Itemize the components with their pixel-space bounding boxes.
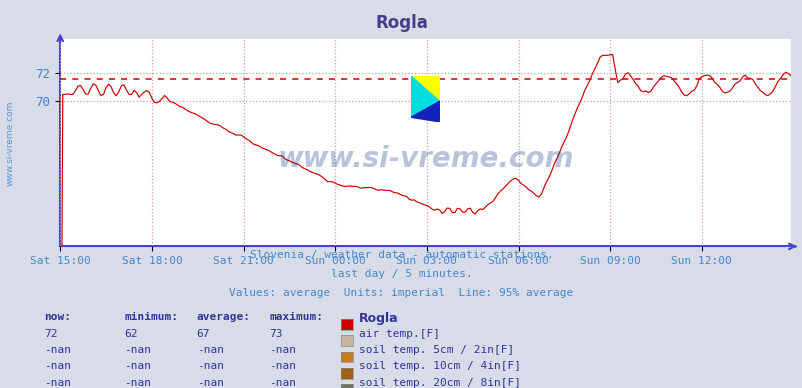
Text: 62: 62 <box>124 329 138 339</box>
Text: soil temp. 5cm / 2in[F]: soil temp. 5cm / 2in[F] <box>358 345 513 355</box>
Text: www.si-vreme.com: www.si-vreme.com <box>5 101 14 186</box>
Text: 73: 73 <box>269 329 282 339</box>
Polygon shape <box>411 76 439 117</box>
Text: 67: 67 <box>196 329 210 339</box>
Text: 72: 72 <box>44 329 58 339</box>
Text: Rogla: Rogla <box>375 14 427 31</box>
Polygon shape <box>411 101 439 122</box>
Text: -nan: -nan <box>124 361 152 371</box>
Text: minimum:: minimum: <box>124 312 178 322</box>
Text: -nan: -nan <box>124 345 152 355</box>
Text: Values: average  Units: imperial  Line: 95% average: Values: average Units: imperial Line: 95… <box>229 288 573 298</box>
Text: soil temp. 20cm / 8in[F]: soil temp. 20cm / 8in[F] <box>358 378 520 388</box>
Text: -nan: -nan <box>124 378 152 388</box>
Text: -nan: -nan <box>196 378 224 388</box>
Text: -nan: -nan <box>44 361 71 371</box>
Text: -nan: -nan <box>44 378 71 388</box>
Text: www.si-vreme.com: www.si-vreme.com <box>277 145 573 173</box>
Text: average:: average: <box>196 312 250 322</box>
Text: Rogla: Rogla <box>358 312 398 326</box>
Polygon shape <box>411 76 439 101</box>
Text: Slovenia / weather data - automatic stations.: Slovenia / weather data - automatic stat… <box>249 250 553 260</box>
Text: -nan: -nan <box>44 345 71 355</box>
Text: air temp.[F]: air temp.[F] <box>358 329 439 339</box>
Text: -nan: -nan <box>196 361 224 371</box>
Text: last day / 5 minutes.: last day / 5 minutes. <box>330 269 472 279</box>
Text: now:: now: <box>44 312 71 322</box>
Text: -nan: -nan <box>269 361 296 371</box>
Text: -nan: -nan <box>269 345 296 355</box>
Text: -nan: -nan <box>269 378 296 388</box>
Text: maximum:: maximum: <box>269 312 322 322</box>
Text: -nan: -nan <box>196 345 224 355</box>
Text: soil temp. 10cm / 4in[F]: soil temp. 10cm / 4in[F] <box>358 361 520 371</box>
